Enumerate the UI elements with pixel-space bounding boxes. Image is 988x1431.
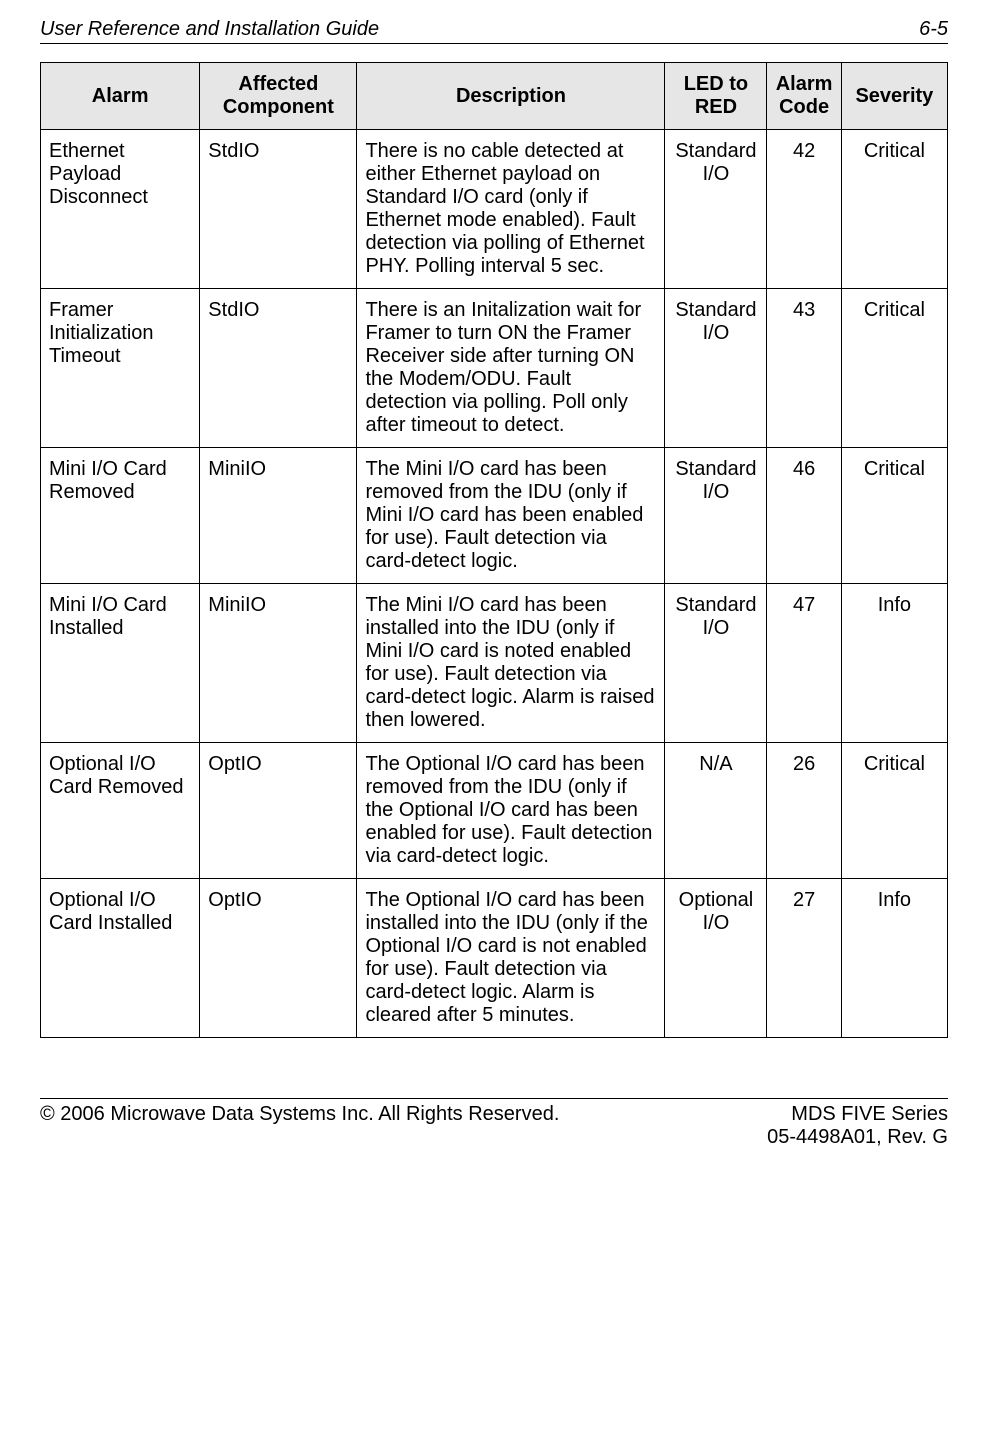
cell-description: There is no cable detected at either Eth… [357, 130, 665, 289]
table-row: Ethernet Payload DisconnectStdIOThere is… [41, 130, 948, 289]
table-row: Mini I/O Card RemovedMiniIOThe Mini I/O … [41, 448, 948, 584]
cell-description: The Mini I/O card has been installed int… [357, 584, 665, 743]
col-affected-component: Affected Component [200, 63, 357, 130]
page-header: User Reference and Installation Guide 6-… [40, 18, 948, 44]
col-description: Description [357, 63, 665, 130]
cell-alarm: Optional I/O Card Removed [41, 743, 200, 879]
cell-alarm: Optional I/O Card Installed [41, 879, 200, 1038]
cell-led: N/A [665, 743, 767, 879]
cell-code: 43 [767, 289, 841, 448]
page: User Reference and Installation Guide 6-… [0, 0, 988, 1179]
cell-description: There is an Initalization wait for Frame… [357, 289, 665, 448]
table-row: Mini I/O Card InstalledMiniIOThe Mini I/… [41, 584, 948, 743]
cell-alarm: Mini I/O Card Removed [41, 448, 200, 584]
table-row: Optional I/O Card InstalledOptIOThe Opti… [41, 879, 948, 1038]
alarm-table: Alarm Affected Component Description LED… [40, 62, 948, 1038]
cell-code: 42 [767, 130, 841, 289]
header-page-number: 6-5 [919, 18, 948, 41]
cell-led: Optional I/O [665, 879, 767, 1038]
cell-description: The Optional I/O card has been removed f… [357, 743, 665, 879]
cell-severity: Critical [841, 448, 947, 584]
cell-severity: Info [841, 584, 947, 743]
cell-component: OptIO [200, 879, 357, 1038]
cell-severity: Critical [841, 289, 947, 448]
cell-led: Standard I/O [665, 448, 767, 584]
cell-description: The Optional I/O card has been installed… [357, 879, 665, 1038]
col-severity: Severity [841, 63, 947, 130]
cell-component: StdIO [200, 130, 357, 289]
table-row: Framer Initialization TimeoutStdIOThere … [41, 289, 948, 448]
table-row: Optional I/O Card RemovedOptIOThe Option… [41, 743, 948, 879]
cell-severity: Critical [841, 130, 947, 289]
cell-code: 46 [767, 448, 841, 584]
footer-copyright: © 2006 Microwave Data Systems Inc. All R… [40, 1103, 559, 1149]
page-footer: © 2006 Microwave Data Systems Inc. All R… [40, 1099, 948, 1149]
cell-led: Standard I/O [665, 130, 767, 289]
cell-component: MiniIO [200, 584, 357, 743]
cell-severity: Info [841, 879, 947, 1038]
cell-code: 26 [767, 743, 841, 879]
cell-led: Standard I/O [665, 289, 767, 448]
cell-alarm: Ethernet Payload Disconnect [41, 130, 200, 289]
cell-severity: Critical [841, 743, 947, 879]
cell-code: 47 [767, 584, 841, 743]
cell-code: 27 [767, 879, 841, 1038]
footer-series: MDS FIVE Series [791, 1103, 948, 1125]
table-header-row: Alarm Affected Component Description LED… [41, 63, 948, 130]
col-led-to-red: LED to RED [665, 63, 767, 130]
footer-docid: 05-4498A01, Rev. G [767, 1126, 948, 1148]
cell-description: The Mini I/O card has been removed from … [357, 448, 665, 584]
cell-component: MiniIO [200, 448, 357, 584]
footer-right: MDS FIVE Series 05-4498A01, Rev. G [767, 1103, 948, 1149]
cell-alarm: Mini I/O Card Installed [41, 584, 200, 743]
header-title: User Reference and Installation Guide [40, 18, 379, 41]
table-body: Ethernet Payload DisconnectStdIOThere is… [41, 130, 948, 1038]
cell-component: StdIO [200, 289, 357, 448]
cell-alarm: Framer Initialization Timeout [41, 289, 200, 448]
cell-component: OptIO [200, 743, 357, 879]
col-alarm-code: Alarm Code [767, 63, 841, 130]
cell-led: Standard I/O [665, 584, 767, 743]
col-alarm: Alarm [41, 63, 200, 130]
